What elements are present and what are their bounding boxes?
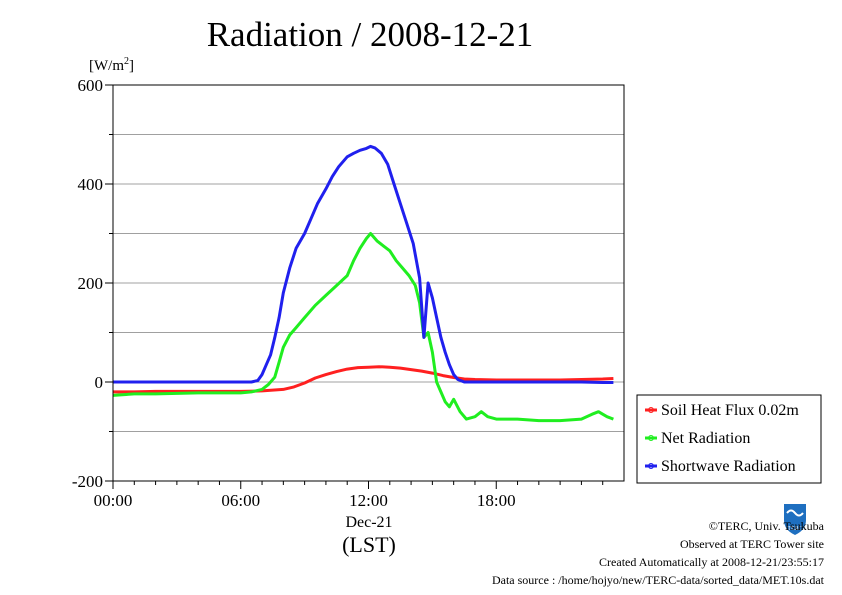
x-tick-label: 06:00: [221, 491, 260, 510]
y-tick-label: 0: [95, 373, 104, 392]
x-tick-label: 18:00: [477, 491, 516, 510]
footer-copyright: ©TERC, Univ. Tsukuba: [708, 519, 824, 533]
x-tick-label: 12:00: [349, 491, 388, 510]
footer-source: Data source : /home/hojyo/new/TERC-data/…: [491, 573, 824, 587]
legend-box: [636, 394, 822, 484]
series-layer: [112, 144, 614, 423]
grid-layer: [113, 134, 624, 432]
chart-title: Radiation / 2008-12-21: [207, 15, 534, 54]
x-date-label: Dec-21: [345, 514, 392, 531]
legend-label: Soil Heat Flux 0.02m: [661, 402, 799, 419]
series-line: [112, 232, 614, 423]
legend: Soil Heat Flux 0.02m Net Radiation Shortwa…: [636, 394, 822, 484]
legend-marker: [648, 435, 654, 441]
legend-items: Soil Heat Flux 0.02m Net Radiation Shortwa…: [645, 402, 799, 475]
y-unit-superscript: 2: [124, 56, 129, 67]
terc-logo: TERC: [784, 504, 806, 535]
y-tick-label: -200: [72, 472, 103, 491]
y-tick-label: 200: [78, 274, 104, 293]
logo-wave-shape: [786, 509, 804, 517]
y-tick-label: 400: [78, 175, 104, 194]
series-line: [113, 365, 614, 394]
y-unit-label: [W/m2]: [89, 56, 134, 74]
legend-label: Shortwave Radiation: [661, 458, 796, 475]
y-unit-close: ]: [129, 58, 134, 74]
legend-marker: [648, 463, 654, 469]
y-tick-label: 600: [78, 76, 104, 95]
footer-observed: Observed at TERC Tower site: [679, 537, 824, 551]
axis-layer: -200 0 200 400 600 00:00 06:00 12:00 18:00: [72, 76, 604, 510]
series-line: [113, 144, 614, 384]
x-axis-label: (LST): [342, 532, 396, 557]
legend-label: Net Radiation: [661, 430, 750, 447]
y-unit-base: [W/m: [89, 58, 124, 74]
x-tick-label: 00:00: [94, 491, 133, 510]
footer-created: Created Automatically at 2008-12-21/23:5…: [599, 555, 824, 569]
legend-marker: [648, 407, 654, 413]
logo-text: TERC: [787, 526, 802, 532]
